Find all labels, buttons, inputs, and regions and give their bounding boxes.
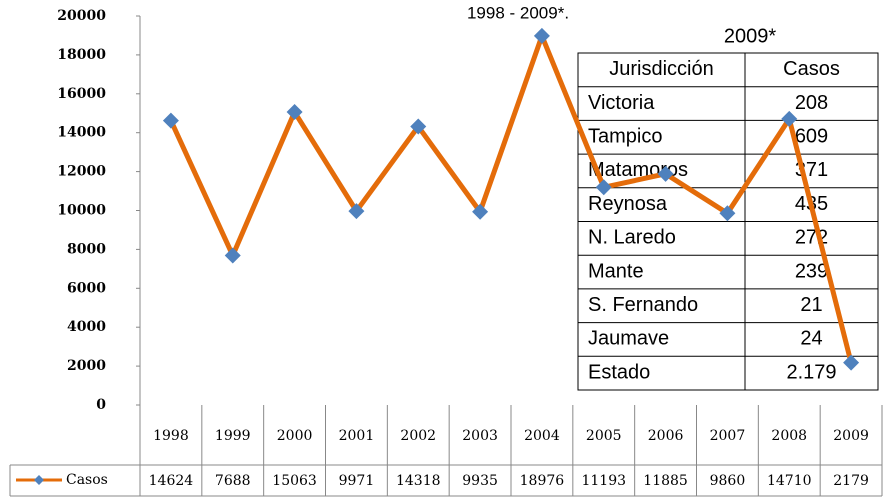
data-point [286, 104, 303, 121]
y-tick-label: 12000 [57, 164, 106, 180]
table-cell: Tampico [588, 126, 662, 148]
x-tick-label: 2002 [400, 428, 436, 444]
table-cell: 609 [795, 126, 828, 148]
x-tick-label: 2009 [833, 428, 869, 444]
x-tick-label: 2003 [462, 428, 498, 444]
data-point [472, 203, 489, 220]
legend-marker [34, 475, 44, 485]
header-cell: Casos [783, 58, 840, 80]
y-tick-label: 20000 [57, 8, 106, 24]
table-cell: N. Laredo [588, 227, 676, 249]
data-point [843, 354, 860, 371]
table-value: 7688 [215, 473, 251, 489]
y-tick-label: 16000 [57, 86, 106, 102]
y-tick-label: 0 [96, 397, 106, 413]
data-point [781, 110, 798, 127]
x-tick-label: 1999 [215, 428, 251, 444]
data-point [533, 27, 550, 44]
table-value: 14710 [767, 473, 812, 489]
table-cell: 21 [800, 294, 822, 316]
x-tick-label: 2006 [648, 428, 684, 444]
table-cell: 239 [795, 260, 828, 282]
table-cell: Jaumave [588, 328, 669, 350]
data-point [410, 118, 427, 135]
table-value: 9860 [710, 473, 746, 489]
y-tick-label: 14000 [57, 125, 106, 141]
table-value: 14318 [396, 473, 441, 489]
y-tick-label: 4000 [67, 319, 106, 335]
table-value: 2179 [833, 473, 869, 489]
header-cell: Jurisdicción [609, 58, 713, 80]
table-cell: Estado [588, 361, 650, 383]
x-tick-label: 2005 [586, 428, 622, 444]
data-point [657, 165, 674, 182]
table-value: 9971 [339, 473, 375, 489]
table-cell: 2.179 [786, 361, 836, 383]
y-tick-label: 6000 [67, 280, 106, 296]
data-point [162, 112, 179, 129]
x-tick-label: 2007 [710, 428, 746, 444]
x-tick-label: 2004 [524, 428, 560, 444]
table-value: 11885 [643, 473, 688, 489]
data-point [719, 205, 736, 222]
table-value: 9935 [462, 473, 498, 489]
table-value: 18976 [520, 473, 565, 489]
x-tick-label: 2000 [277, 428, 313, 444]
y-tick-label: 18000 [57, 47, 106, 63]
table-cell: S. Fernando [588, 294, 698, 316]
table-cell: Reynosa [588, 193, 668, 215]
y-tick-label: 2000 [67, 358, 106, 374]
data-point [348, 203, 365, 220]
x-tick-label: 1998 [153, 428, 189, 444]
table-value: 11193 [581, 473, 626, 489]
data-point [224, 247, 241, 264]
table-cell: Mante [588, 260, 644, 282]
legend-label: Casos [66, 472, 108, 488]
y-tick-label: 10000 [57, 203, 106, 219]
x-tick-label: 2001 [339, 428, 375, 444]
chart-title: 1998 - 2009*. [467, 3, 569, 22]
series-line [168, 33, 854, 364]
x-tick-label: 2008 [771, 428, 807, 444]
data-point [595, 179, 612, 196]
table-cell: Victoria [588, 92, 655, 114]
table-value: 14624 [149, 473, 194, 489]
table-value: 15063 [272, 473, 317, 489]
table-cell: 24 [800, 328, 822, 350]
table-cell: 208 [795, 92, 828, 114]
inset-title: 2009* [724, 25, 776, 47]
y-tick-label: 8000 [67, 241, 106, 257]
